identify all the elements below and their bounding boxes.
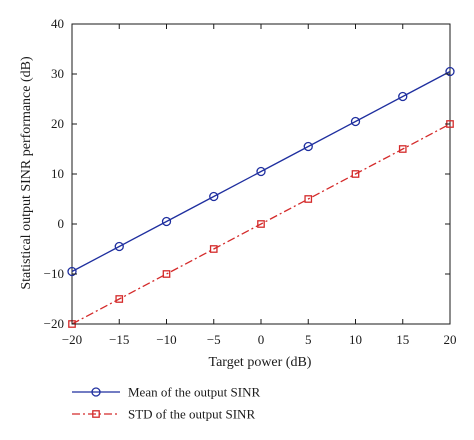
plot-frame bbox=[71, 23, 451, 325]
series-1-point bbox=[350, 116, 361, 127]
series-2-point bbox=[257, 220, 265, 228]
series-2-point bbox=[162, 270, 171, 278]
y-tick-label: 20 bbox=[51, 116, 64, 131]
series-1-point bbox=[303, 141, 313, 152]
legend-label-1: Mean of the output SINR bbox=[128, 385, 260, 400]
x-tick-label: −20 bbox=[62, 332, 82, 347]
y-tick-label: 40 bbox=[51, 16, 64, 31]
y-tick-label: −20 bbox=[44, 316, 64, 331]
series-2-point bbox=[398, 145, 407, 153]
x-tick-label: −10 bbox=[156, 332, 176, 347]
x-tick-label: 5 bbox=[305, 332, 312, 347]
x-tick-label: 10 bbox=[349, 332, 362, 347]
series-1-point bbox=[67, 266, 77, 277]
series-2-point bbox=[115, 295, 124, 303]
legend-marker-1 bbox=[91, 387, 101, 397]
x-tick-label: 20 bbox=[444, 332, 457, 347]
series-2-point bbox=[304, 195, 313, 203]
series-2-point bbox=[209, 245, 218, 253]
legend-marker-2 bbox=[92, 410, 100, 418]
y-axis-label: Statistical output SINR performance (dB) bbox=[19, 56, 34, 290]
x-tick-label: 0 bbox=[258, 332, 265, 347]
series-1-point bbox=[398, 91, 408, 102]
series-line-2 bbox=[71, 123, 451, 325]
series-1-point bbox=[256, 166, 266, 177]
series-line-1 bbox=[71, 70, 451, 273]
series-1-point bbox=[445, 66, 455, 77]
y-tick-label: 0 bbox=[58, 216, 65, 231]
y-tick-label: 30 bbox=[51, 66, 64, 81]
x-tick-label: −5 bbox=[207, 332, 221, 347]
series-2-point bbox=[351, 170, 360, 178]
series-1-point bbox=[114, 241, 124, 252]
legend-label-2: STD of the output SINR bbox=[128, 407, 255, 422]
x-axis-label: Target power (dB) bbox=[209, 355, 312, 370]
y-tick-label: 10 bbox=[51, 166, 64, 181]
series-1-point bbox=[161, 216, 172, 227]
x-tick-label: 15 bbox=[396, 332, 409, 347]
series-1-point bbox=[209, 191, 219, 202]
legend: Mean of the output SINR STD of the output… bbox=[72, 385, 260, 422]
y-tick-label: −10 bbox=[44, 266, 64, 281]
x-tick-label: −15 bbox=[109, 332, 129, 347]
